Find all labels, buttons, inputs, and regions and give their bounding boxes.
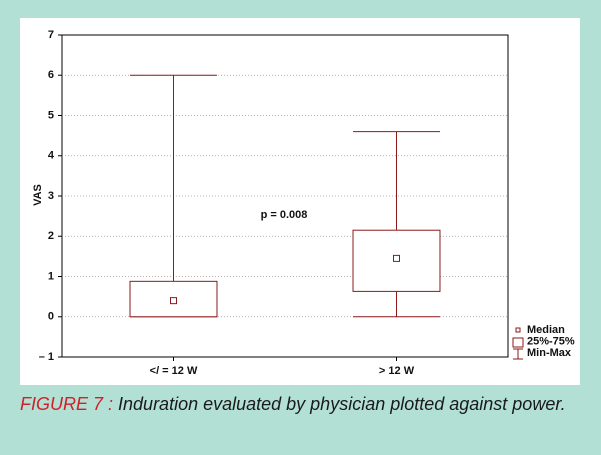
y-tick-label: 4 [48, 150, 55, 162]
y-axis-label: VAS [32, 184, 44, 206]
x-tick-label: </ = 12 W [150, 365, 198, 377]
legend-label: 25%-75% [527, 335, 575, 347]
chart: VAS p = 0.008 – 1 0 1 2 3 4 5 6 7 </ = 12 W > 12 W… [20, 18, 580, 385]
legend-label: Median [527, 324, 565, 336]
median [393, 254, 400, 262]
caption-text: Induration evaluated by physician plotte… [118, 394, 566, 414]
legend-label: Min-Max [527, 347, 572, 359]
annotation: p = 0.008 [261, 209, 308, 221]
y-tick-label: 2 [48, 230, 54, 242]
y-tick-label: – 1 [39, 351, 54, 363]
legend-symbol [512, 337, 524, 348]
chart-background [20, 18, 580, 385]
y-tick-label: 6 [48, 69, 54, 81]
y-tick-label: 3 [48, 190, 54, 202]
y-tick-label: 0 [48, 311, 54, 323]
caption-label: FIGURE 7 : [20, 394, 114, 414]
x-tick-label: > 12 W [379, 365, 415, 377]
y-tick-label: 1 [48, 270, 54, 282]
median [170, 297, 177, 305]
legend-symbol [515, 327, 521, 333]
y-tick-label: 7 [48, 29, 54, 41]
caption: FIGURE 7 : Induration evaluated by physi… [20, 392, 582, 416]
y-tick-label: 5 [48, 109, 54, 121]
